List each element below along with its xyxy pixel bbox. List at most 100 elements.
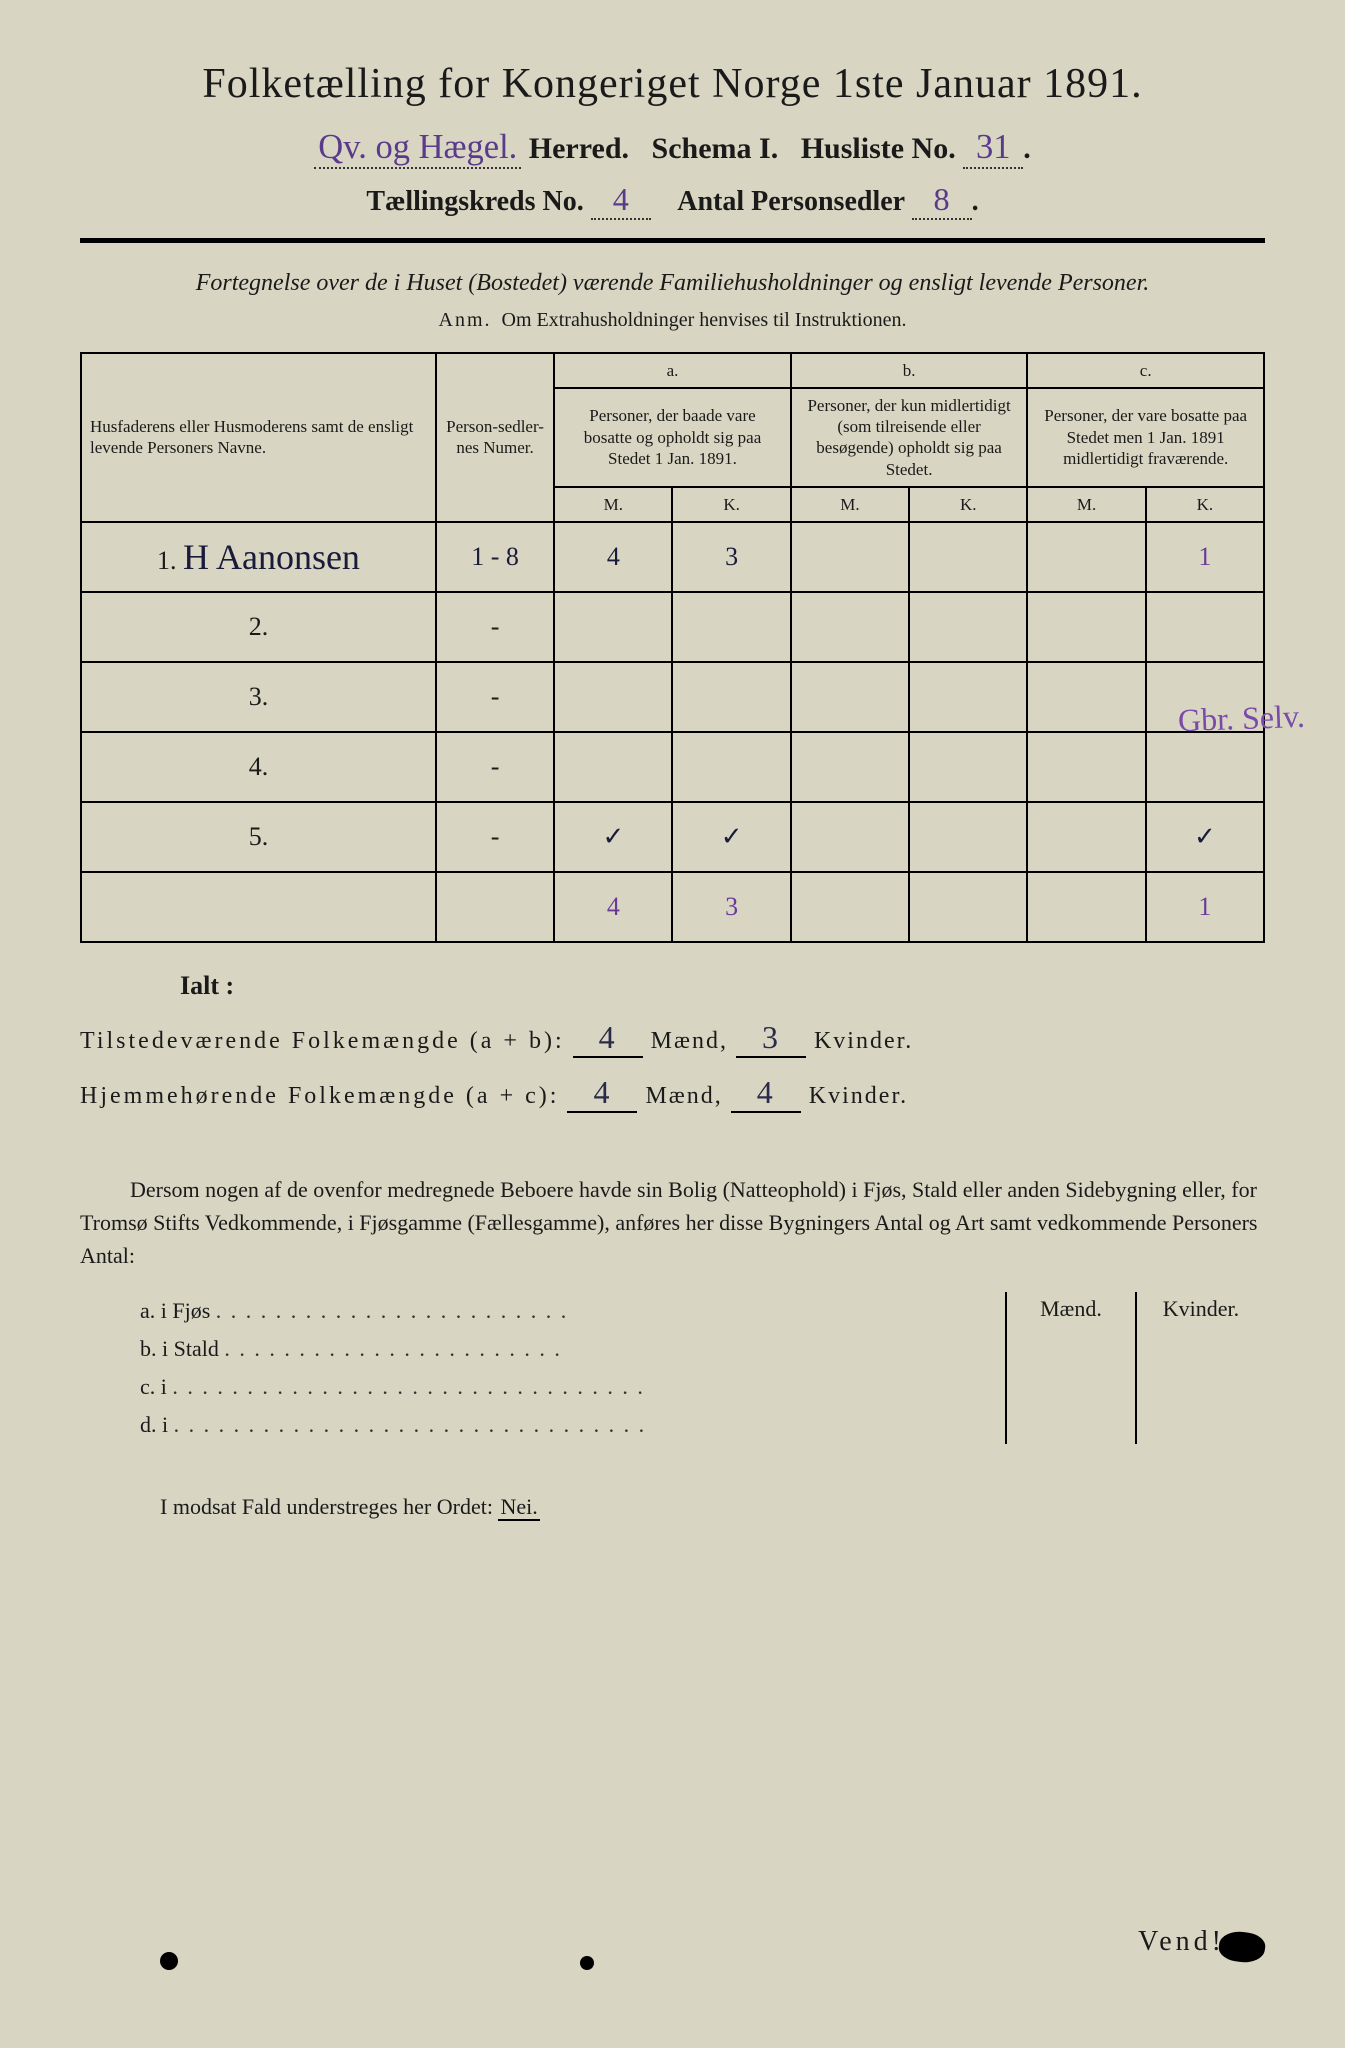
cell-ck: 1 <box>1146 522 1264 592</box>
divider <box>80 238 1265 243</box>
subtitle: Fortegnelse over de i Huset (Bostedet) v… <box>80 267 1265 301</box>
ialt-1-text: Tilstedeværende Folkemængde (a + b): <box>80 1028 565 1054</box>
margin-note: Gbr. Selv. <box>1178 698 1306 739</box>
maend-label: Mænd, <box>645 1083 722 1109</box>
row-numer: 1 - 8 <box>436 522 554 592</box>
anm-label: Anm. <box>439 309 492 331</box>
total-am: 4 <box>554 872 672 942</box>
kreds-label: Tællingskreds No. <box>366 186 583 217</box>
cell-am: 4 <box>554 522 672 592</box>
herred-label: Herred. <box>529 132 629 165</box>
col-a-header: Personer, der baade vare bosatte og opho… <box>554 388 791 487</box>
kvinder-label: Kvinder. <box>809 1083 908 1109</box>
row-numer: - <box>436 592 554 662</box>
kvinder-label: Kvinder. <box>814 1028 913 1054</box>
col-b-header: Personer, der kun midlertidigt (som tilr… <box>791 388 1028 487</box>
ialt-line-1: Tilstedeværende Folkemængde (a + b): 4 M… <box>80 1019 1265 1058</box>
inkblot-icon <box>1217 1929 1267 1965</box>
inkblot-icon <box>580 1956 594 1970</box>
cell-am <box>554 732 672 802</box>
table-row: 4. - <box>81 732 1264 802</box>
row-num: 2. <box>81 592 436 662</box>
cell-bm <box>791 802 909 872</box>
table-row: 3. - <box>81 662 1264 732</box>
col-name-header: Husfaderens eller Husmoderens samt de en… <box>81 353 436 523</box>
cell-ak: ✓ <box>672 802 790 872</box>
cell-ak <box>672 662 790 732</box>
total-ak: 3 <box>672 872 790 942</box>
nei-line: I modsat Fald understreges her Ordet: Ne… <box>80 1494 1265 1520</box>
side-col-kvinder: Kvinder. <box>1137 1292 1265 1444</box>
cell-bm <box>791 662 909 732</box>
row-numer: - <box>436 802 554 872</box>
cell-cm <box>1027 802 1145 872</box>
cell-bk <box>909 662 1027 732</box>
cell-ck <box>1146 592 1264 662</box>
herred-value: Qv. og Hægel. <box>314 128 521 169</box>
side-row-b: b. i Stald . . . . . . . . . . . . . . .… <box>80 1330 1005 1368</box>
side-col-maend: Mænd. <box>1007 1292 1137 1444</box>
ialt-2-k: 4 <box>731 1074 801 1113</box>
inkblot-icon <box>160 1952 178 1970</box>
row-num: 3. <box>81 662 436 732</box>
col-c-k: K. <box>1146 487 1264 522</box>
col-a-m: M. <box>554 487 672 522</box>
cell-bk <box>909 592 1027 662</box>
totals-row: 4 3 1 <box>81 872 1264 942</box>
schema-label: Schema I. <box>652 132 779 165</box>
ialt-1-m: 4 <box>573 1019 643 1058</box>
cell-ak <box>672 732 790 802</box>
col-c-top: c. <box>1027 353 1264 388</box>
anm-text: Om Extrahusholdninger henvises til Instr… <box>502 309 907 331</box>
side-row-d: d. i . . . . . . . . . . . . . . . . . .… <box>80 1406 1005 1444</box>
row-name: H Aanonsen <box>183 537 360 577</box>
cell-am <box>554 592 672 662</box>
side-building-section: a. i Fjøs . . . . . . . . . . . . . . . … <box>80 1292 1265 1444</box>
cell-cm <box>1027 522 1145 592</box>
col-a-top: a. <box>554 353 791 388</box>
table-row: 1. H Aanonsen 1 - 8 4 3 1 <box>81 522 1264 592</box>
cell-ck: ✓ <box>1146 802 1264 872</box>
ialt-2-text: Hjemmehørende Folkemængde (a + c): <box>80 1083 559 1109</box>
row-num: 1. <box>157 546 177 575</box>
ialt-1-k: 3 <box>736 1019 806 1058</box>
kreds-no: 4 <box>591 181 651 220</box>
row-numer: - <box>436 662 554 732</box>
page-title: Folketælling for Kongeriget Norge 1ste J… <box>80 60 1265 108</box>
cell-cm <box>1027 732 1145 802</box>
cell-bm <box>791 732 909 802</box>
col-c-header: Personer, der vare bosatte paa Stedet me… <box>1027 388 1264 487</box>
col-b-m: M. <box>791 487 909 522</box>
census-table: Husfaderens eller Husmoderens samt de en… <box>80 352 1265 944</box>
ialt-2-m: 4 <box>567 1074 637 1113</box>
col-a-k: K. <box>672 487 790 522</box>
total-ck: 1 <box>1146 872 1264 942</box>
maend-label: Mænd, <box>651 1028 728 1054</box>
cell-ak <box>672 592 790 662</box>
ialt-section: Ialt : Tilstedeværende Folkemængde (a + … <box>80 971 1265 1113</box>
cell-bk <box>909 732 1027 802</box>
col-c-m: M. <box>1027 487 1145 522</box>
cell-bm <box>791 522 909 592</box>
husliste-label: Husliste No. <box>801 132 956 165</box>
table-row: 2. - <box>81 592 1264 662</box>
cell-cm <box>1027 662 1145 732</box>
sedler-no: 8 <box>912 181 972 220</box>
vend-label: Vend! <box>1138 1926 1225 1958</box>
cell-ak: 3 <box>672 522 790 592</box>
ialt-line-2: Hjemmehørende Folkemængde (a + c): 4 Mæn… <box>80 1074 1265 1113</box>
header-line-2: Tællingskreds No. 4 Antal Personsedler 8… <box>80 181 1265 220</box>
cell-bm <box>791 592 909 662</box>
table-row: 5. - ✓ ✓ ✓ <box>81 802 1264 872</box>
sedler-label: Antal Personsedler <box>677 186 904 217</box>
row-num: 5. <box>81 802 436 872</box>
cell-bk <box>909 522 1027 592</box>
cell-cm <box>1027 592 1145 662</box>
col-b-top: b. <box>791 353 1028 388</box>
row-numer: - <box>436 732 554 802</box>
row-num: 4. <box>81 732 436 802</box>
cell-am: ✓ <box>554 802 672 872</box>
side-building-para: Dersom nogen af de ovenfor medregnede Be… <box>80 1173 1265 1272</box>
husliste-no: 31 <box>963 128 1023 169</box>
side-row-c: c. i . . . . . . . . . . . . . . . . . .… <box>80 1368 1005 1406</box>
